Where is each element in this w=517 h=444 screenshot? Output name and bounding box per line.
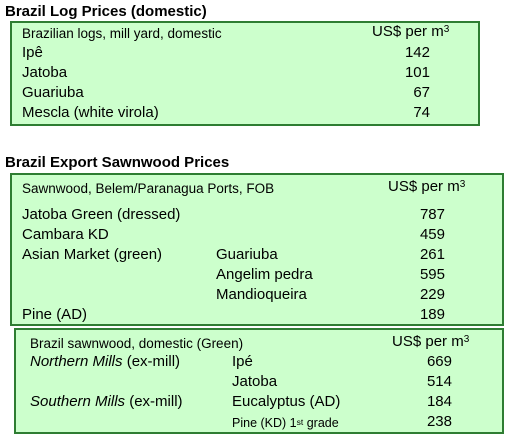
- domestic-row-mill: Northern Mills (ex-mill): [30, 353, 181, 370]
- log-prices-header: Brazilian logs, mill yard, domestic: [22, 26, 222, 41]
- export-sawnwood-header: Sawnwood, Belem/Paranagua Ports, FOB: [22, 181, 275, 196]
- export-row-price: 261: [419, 246, 445, 263]
- domestic-row-price: 184: [426, 393, 452, 410]
- export-sawnwood-title: Brazil Export Sawnwood Prices: [5, 154, 230, 171]
- log-row-name: Mescla (white virola): [22, 104, 159, 121]
- domestic-sawnwood-unit: US$ per m3: [392, 333, 470, 350]
- export-row-price: 787: [419, 206, 445, 223]
- domestic-sawnwood-header: Brazil sawnwood, domestic (Green): [30, 336, 244, 351]
- export-row-name: Pine (AD): [22, 306, 88, 323]
- export-row-species: Guariuba: [216, 246, 278, 263]
- log-row-price: 142: [404, 44, 430, 61]
- log-prices-unit: US$ per m3: [372, 23, 450, 40]
- domestic-row-price: 514: [426, 373, 452, 390]
- export-row-price: 459: [419, 226, 445, 243]
- log-row-price: 74: [413, 104, 430, 121]
- domestic-row-species: Pine (KD) 1st grade: [232, 416, 339, 430]
- domestic-row-mill: Southern Mills (ex-mill): [30, 393, 183, 410]
- domestic-row-species: Eucalyptus (AD): [232, 393, 341, 410]
- log-prices-title: Brazil Log Prices (domestic): [5, 3, 207, 20]
- log-row-price: 67: [413, 84, 430, 101]
- export-row-name: Cambara KD: [22, 226, 109, 243]
- export-row-name: Jatoba Green (dressed): [22, 206, 181, 223]
- log-row-name: Ipê: [22, 44, 43, 61]
- export-row-price: 189: [419, 306, 445, 323]
- domestic-row-species: Jatoba: [232, 373, 278, 390]
- export-row-species: Angelim pedra: [216, 266, 313, 283]
- export-row-price: 595: [419, 266, 445, 283]
- domestic-row-price: 669: [426, 353, 452, 370]
- log-row-price: 101: [404, 64, 430, 81]
- log-row-name: Guariuba: [22, 84, 84, 101]
- export-row-name: Asian Market (green): [22, 246, 163, 263]
- export-sawnwood-table: [10, 173, 504, 326]
- domestic-row-species: Ipé: [232, 353, 253, 370]
- domestic-row-price: 238: [426, 413, 452, 430]
- log-row-name: Jatoba: [22, 64, 68, 81]
- export-row-price: 229: [419, 286, 445, 303]
- domestic-sawnwood-table: [14, 328, 504, 434]
- export-row-species: Mandioqueira: [216, 286, 307, 303]
- log-prices-table: [10, 21, 480, 126]
- export-sawnwood-unit: US$ per m3: [388, 178, 466, 195]
